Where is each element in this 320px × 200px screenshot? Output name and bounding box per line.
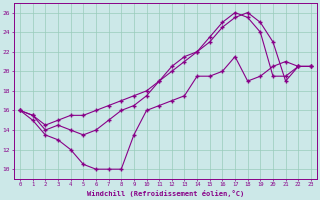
X-axis label: Windchill (Refroidissement éolien,°C): Windchill (Refroidissement éolien,°C) [87, 190, 244, 197]
